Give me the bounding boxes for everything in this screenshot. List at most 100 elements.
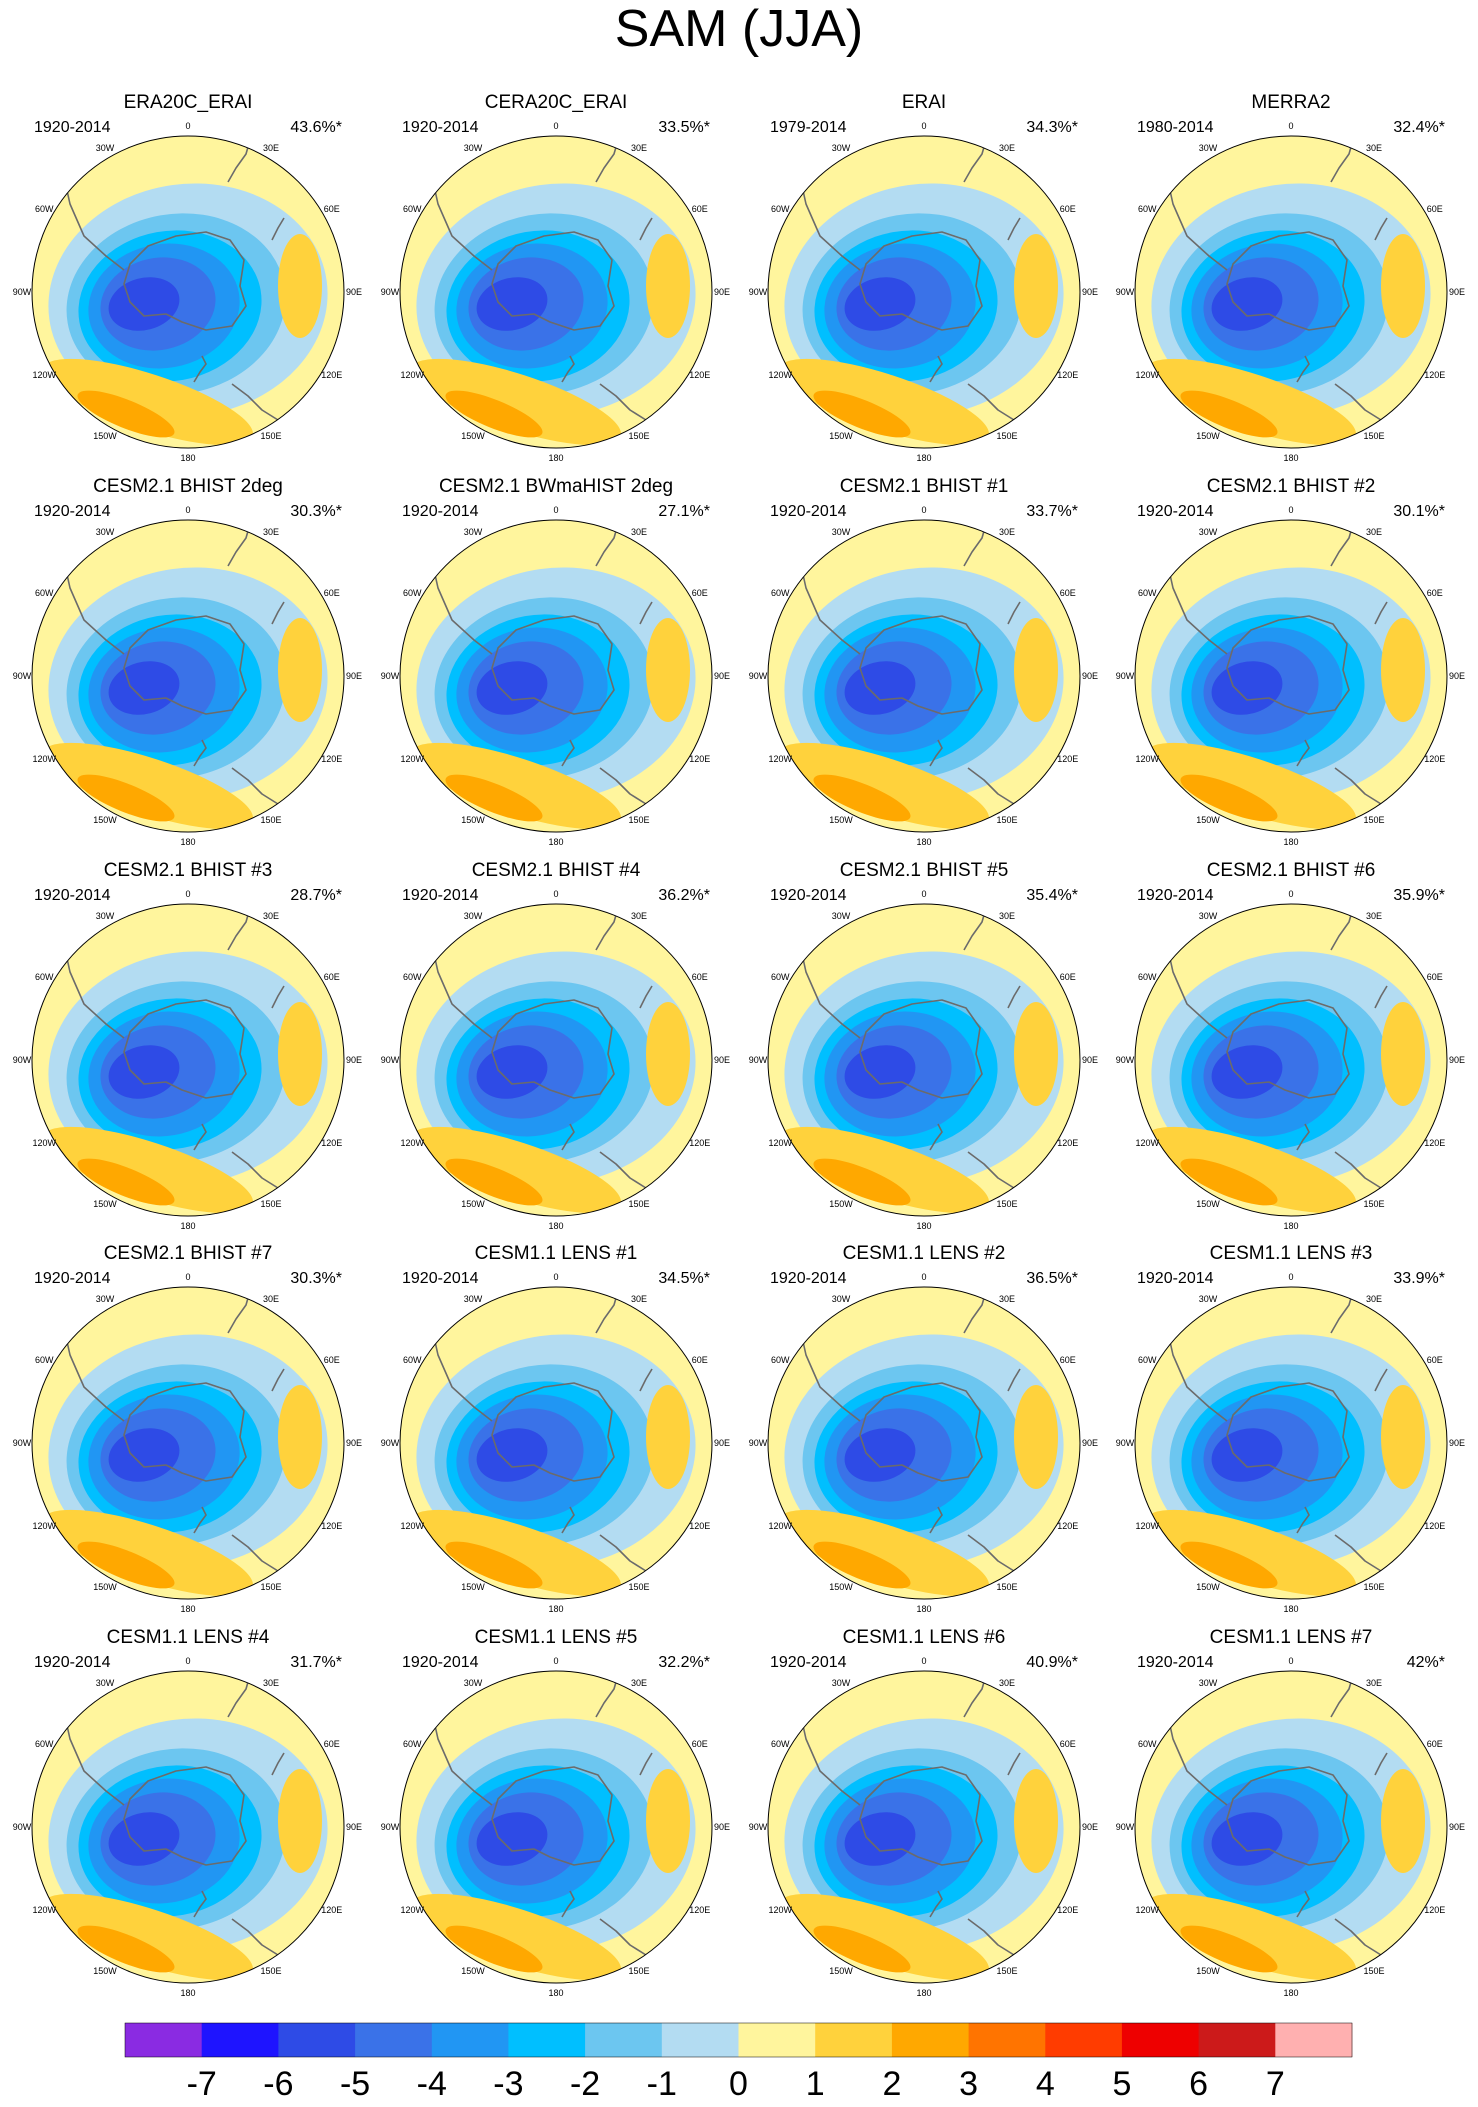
longitude-label: 90E	[1082, 1438, 1098, 1448]
map-panel: 0 30E 60E 90E 120E 150E 180 150W 120W 90W 60W 30W ME…	[1116, 92, 1465, 463]
longitude-label: 60W	[35, 588, 54, 598]
panel-period: 1920-2014	[770, 1654, 847, 1671]
panel-period: 1920-2014	[34, 1654, 111, 1671]
longitude-label: 90E	[1082, 287, 1098, 297]
colorbar-swatch	[661, 2023, 739, 2057]
panel-period: 1920-2014	[34, 503, 111, 520]
longitude-label: 120E	[1057, 370, 1078, 380]
longitude-label: 60E	[1060, 1739, 1076, 1749]
panel-variance: 32.2%*	[658, 1654, 710, 1671]
longitude-label: 120E	[1424, 1905, 1445, 1915]
contour-shade	[77, 1925, 175, 1973]
longitude-labels: 0 30E 60E 90E 120E 150E 180 150W 120W 90W 60W 30W	[1116, 1272, 1465, 1614]
panel-period: 1920-2014	[1137, 887, 1214, 904]
antarctica-coastline	[491, 231, 615, 331]
longitude-label: 120W	[1135, 754, 1159, 764]
map-border	[31, 903, 345, 1217]
longitude-label: 30W	[96, 1294, 115, 1304]
longitude-label: 30E	[263, 527, 279, 537]
longitude-label: 60E	[324, 588, 340, 598]
longitude-label: 90E	[1449, 1438, 1465, 1448]
longitude-label: 90W	[13, 1822, 32, 1832]
map-panel: 0 30E 60E 90E 120E 150E 180 150W 120W 90W 60W 30W CE…	[381, 860, 730, 1231]
map-border	[767, 135, 1081, 449]
longitude-label: 90W	[1116, 671, 1135, 681]
contour-field	[1146, 183, 1431, 446]
longitude-label: 180	[916, 1604, 931, 1614]
contour-shade	[646, 234, 690, 338]
longitude-label: 30E	[1366, 1678, 1382, 1688]
contour-shade	[779, 358, 989, 446]
colorbar-label: 0	[729, 2065, 748, 2103]
new-zealand-coastline	[193, 355, 207, 383]
antarctica-coastline	[491, 999, 615, 1099]
colorbar-label: -2	[570, 2065, 600, 2103]
longitude-label: 90E	[714, 1822, 730, 1832]
longitude-label: 60E	[1427, 972, 1443, 982]
longitude-label: 120E	[1057, 1138, 1078, 1148]
longitude-label: 120E	[1057, 1905, 1078, 1915]
longitude-label: 0	[921, 121, 926, 131]
figure-title: SAM (JJA)	[615, 0, 863, 58]
longitude-label: 90E	[1449, 287, 1465, 297]
longitude-label: 30E	[1366, 143, 1382, 153]
contour-shade	[646, 1769, 690, 1873]
longitude-label: 120E	[1424, 754, 1445, 764]
antarctica-coastline	[123, 1382, 247, 1482]
longitude-label: 60W	[403, 972, 422, 982]
longitude-labels: 0 30E 60E 90E 120E 150E 180 150W 120W 90W 60W 30W	[13, 1272, 362, 1614]
longitude-label: 120W	[1135, 370, 1159, 380]
longitude-label: 0	[553, 1656, 558, 1666]
contour-shade	[1146, 1893, 1356, 1981]
longitude-label: 150W	[829, 1582, 853, 1592]
map-panel: 0 30E 60E 90E 120E 150E 180 150W 120W 90W 60W 30W CE…	[749, 1627, 1098, 1998]
contour-shade	[646, 1385, 690, 1489]
longitude-label: 120W	[32, 1905, 56, 1915]
longitude-label: 90E	[1082, 1055, 1098, 1065]
longitude-label: 30E	[263, 1294, 279, 1304]
map-border	[399, 519, 713, 833]
longitude-label: 180	[548, 1221, 563, 1231]
longitude-label: 30E	[1366, 527, 1382, 537]
new-zealand-coastline	[561, 739, 575, 767]
map-border	[31, 1286, 345, 1600]
panel-variance: 35.9%*	[1393, 887, 1445, 904]
antarctica-coastline	[491, 1766, 615, 1866]
contour-shade	[77, 390, 175, 438]
contour-shade	[77, 774, 175, 822]
longitude-label: 180	[1283, 1988, 1298, 1998]
longitude-label: 120E	[1424, 1521, 1445, 1531]
panel-period: 1979-2014	[770, 119, 847, 136]
longitude-label: 60W	[1138, 972, 1157, 982]
longitude-label: 150W	[93, 1966, 117, 1976]
longitude-label: 30W	[1199, 1678, 1218, 1688]
colorbar-swatch	[431, 2023, 509, 2057]
new-zealand-coastline	[561, 1123, 575, 1151]
longitude-label: 60E	[1427, 1355, 1443, 1365]
longitude-label: 30W	[464, 143, 483, 153]
panel-title: CESM2.1 BHIST #7	[104, 1243, 273, 1264]
colorbar-swatch	[815, 2023, 893, 2057]
contour-shade	[1014, 1385, 1058, 1489]
longitude-label: 120W	[400, 1521, 424, 1531]
longitude-label: 60W	[35, 1355, 54, 1365]
new-zealand-coastline	[1296, 355, 1310, 383]
antarctica-coastline	[1226, 231, 1350, 331]
antarctica-coastline	[123, 999, 247, 1099]
map-panel: 0 30E 60E 90E 120E 150E 180 150W 120W 90W 60W 30W ER…	[749, 92, 1098, 463]
longitude-label: 150W	[829, 815, 853, 825]
islands-coastline	[1374, 217, 1388, 241]
map-border	[1134, 135, 1448, 449]
coastlines	[797, 139, 1029, 433]
longitude-label: 150E	[260, 1966, 281, 1976]
map-border	[31, 135, 345, 449]
panel-title: CESM2.1 BHIST 2deg	[93, 476, 283, 497]
longitude-label: 0	[553, 1272, 558, 1282]
panel-period: 1920-2014	[34, 887, 111, 904]
contour-shade	[813, 1158, 911, 1206]
map-panel: 0 30E 60E 90E 120E 150E 180 150W 120W 90W 60W 30W CE…	[749, 476, 1098, 847]
panel-variance: 34.5%*	[658, 1270, 710, 1287]
contour-shade	[411, 358, 621, 446]
islands-coastline	[271, 985, 285, 1009]
panel-title: CESM2.1 BWmaHIST 2deg	[439, 476, 673, 497]
